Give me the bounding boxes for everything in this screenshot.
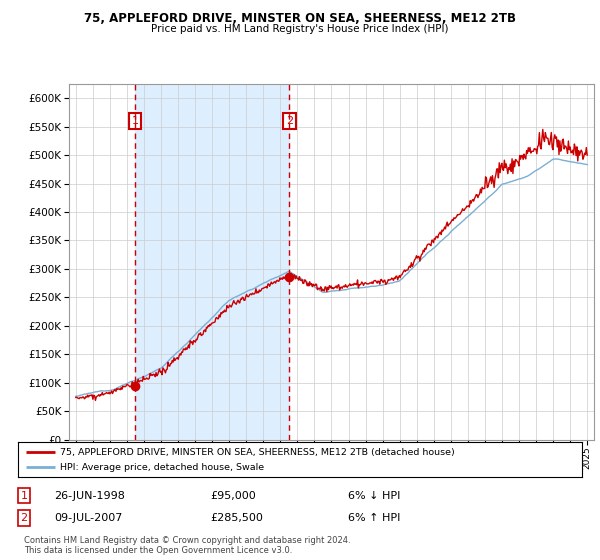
Text: £95,000: £95,000: [210, 491, 256, 501]
Text: £285,500: £285,500: [210, 513, 263, 523]
Text: 6% ↑ HPI: 6% ↑ HPI: [348, 513, 400, 523]
Text: Price paid vs. HM Land Registry's House Price Index (HPI): Price paid vs. HM Land Registry's House …: [151, 24, 449, 34]
Text: 6% ↓ HPI: 6% ↓ HPI: [348, 491, 400, 501]
Text: Contains HM Land Registry data © Crown copyright and database right 2024.
This d: Contains HM Land Registry data © Crown c…: [24, 536, 350, 556]
Text: 2: 2: [20, 513, 28, 523]
Text: 75, APPLEFORD DRIVE, MINSTER ON SEA, SHEERNESS, ME12 2TB (detached house): 75, APPLEFORD DRIVE, MINSTER ON SEA, SHE…: [60, 447, 455, 456]
Text: 1: 1: [131, 116, 139, 126]
Text: 1: 1: [20, 491, 28, 501]
Text: 26-JUN-1998: 26-JUN-1998: [54, 491, 125, 501]
Bar: [135, 84, 289, 440]
Text: 09-JUL-2007: 09-JUL-2007: [54, 513, 122, 523]
Text: 75, APPLEFORD DRIVE, MINSTER ON SEA, SHEERNESS, ME12 2TB: 75, APPLEFORD DRIVE, MINSTER ON SEA, SHE…: [84, 12, 516, 25]
Text: HPI: Average price, detached house, Swale: HPI: Average price, detached house, Swal…: [60, 463, 265, 472]
Text: 2: 2: [286, 116, 293, 126]
